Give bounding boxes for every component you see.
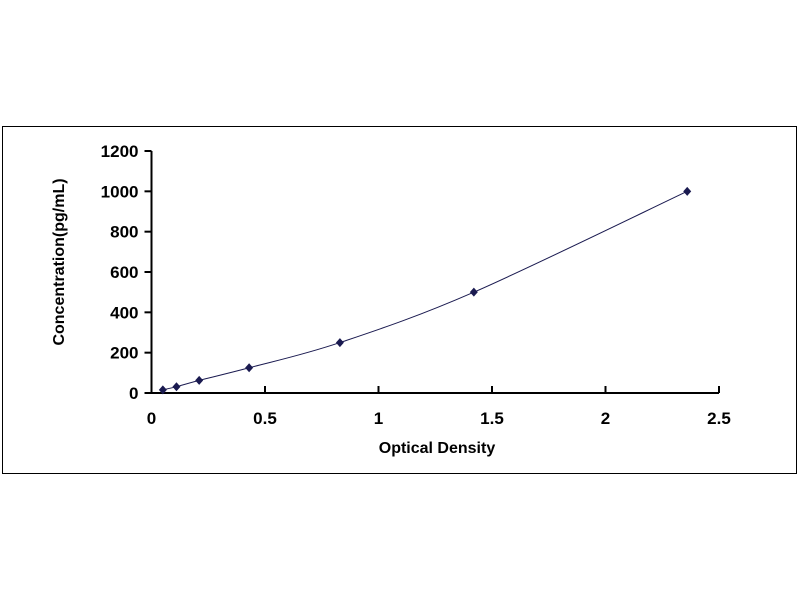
data-point: [335, 338, 344, 348]
chart-frame: [2, 126, 797, 474]
data-point: [158, 385, 167, 395]
data-point: [172, 382, 181, 392]
x-tick-label: 0.5: [253, 409, 277, 428]
x-tick-label: 2.5: [707, 409, 731, 428]
x-tick-label: 1: [374, 409, 383, 428]
data-point: [683, 186, 692, 196]
data-point: [469, 287, 478, 297]
y-tick-label: 1000: [101, 182, 139, 201]
y-tick-label: 0: [129, 384, 138, 403]
data-point: [195, 375, 204, 385]
y-tick-label: 1200: [101, 142, 139, 161]
x-axis-label: Optical Density: [379, 440, 496, 457]
x-tick-label: 1.5: [480, 409, 504, 428]
y-tick-label: 600: [110, 263, 138, 282]
x-tick-label: 2: [601, 409, 610, 428]
y-tick-label: 400: [110, 303, 138, 322]
y-axis-label: Concentration(pg/mL): [51, 178, 68, 345]
y-tick-label: 800: [110, 223, 138, 242]
data-point: [245, 363, 254, 373]
x-tick-label: 0: [147, 409, 156, 428]
y-tick-label: 200: [110, 344, 138, 363]
